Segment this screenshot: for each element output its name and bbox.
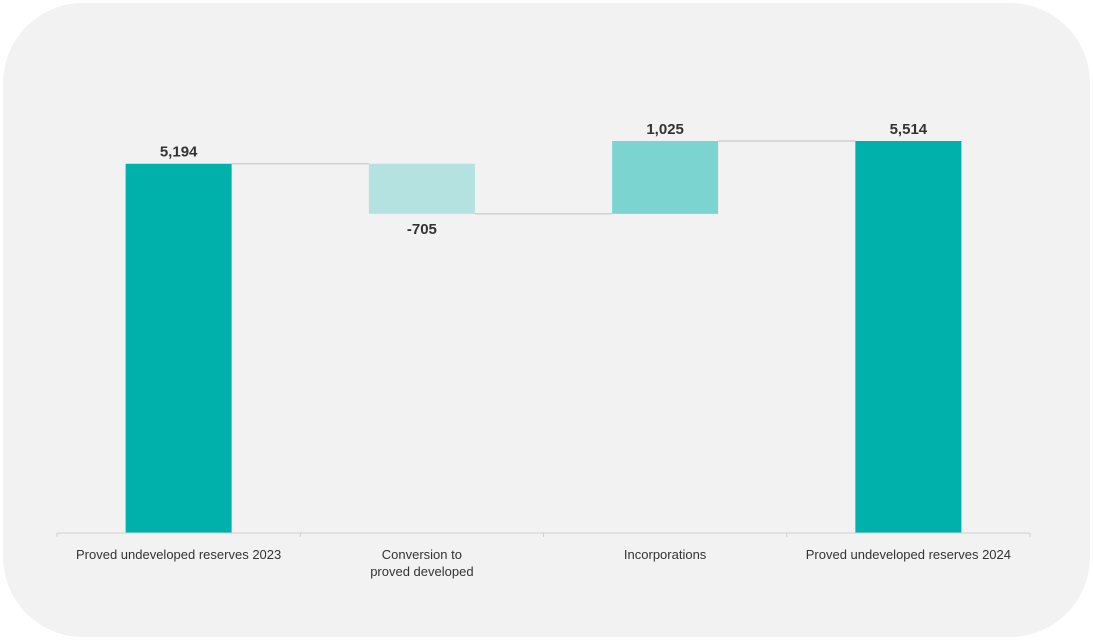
category-label-line: Proved undeveloped reserves 2024 [806,547,1011,562]
data-label-4: 5,514 [890,121,928,138]
bars [125,141,962,533]
category-label-1: Proved undeveloped reserves 2023 [76,547,281,562]
data-labels: 5,194 -705 1,025 5,514 [160,121,928,238]
category-label-3: Incorporations [624,547,707,562]
category-label-line: proved developed [370,564,473,579]
bar-3 [612,141,719,214]
category-label-line: Incorporations [624,547,707,562]
category-label-line: Conversion to [382,547,462,562]
category-label-line: Proved undeveloped reserves 2023 [76,547,281,562]
bar-2 [368,163,475,214]
connector-lines [231,140,856,215]
category-label-2: Conversion to proved developed [370,547,473,579]
data-label-1: 5,194 [160,144,198,161]
data-label-3: 1,025 [646,121,684,138]
bar-4 [855,141,962,533]
bar-1 [125,163,232,533]
x-axis [56,532,1031,537]
category-labels: Proved undeveloped reserves 2023 Conversi… [76,547,1011,579]
category-label-4: Proved undeveloped reserves 2024 [806,547,1011,562]
data-label-2: -705 [407,221,437,238]
